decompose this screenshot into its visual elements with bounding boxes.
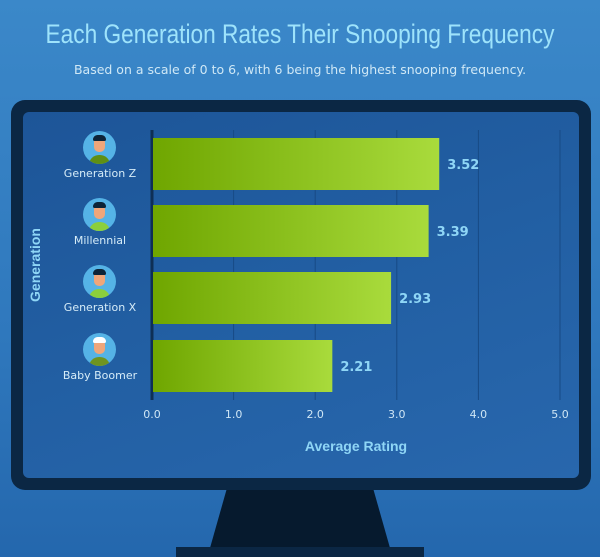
data-label: 2.93 [399, 292, 431, 307]
x-axis-title: Average Rating [305, 438, 407, 454]
data-label: 3.39 [437, 225, 469, 240]
data-label: 3.52 [447, 158, 479, 173]
avatar-millennial-icon [83, 198, 116, 231]
bar [153, 138, 440, 190]
x-tick-label: 5.0 [551, 408, 569, 421]
category-label: Millennial [73, 234, 127, 247]
avatar-gen-x-icon [83, 265, 116, 298]
avatar-baby-boomer-icon [83, 333, 116, 366]
x-tick-label: 1.0 [225, 408, 243, 421]
bar [153, 272, 392, 324]
chart-subtitle: Based on a scale of 0 to 6, with 6 being… [73, 62, 527, 77]
monitor-base [176, 547, 424, 557]
x-tick-label: 2.0 [306, 408, 324, 421]
chart-title: Each Generation Rates Their Snooping Fre… [45, 19, 555, 49]
monitor-neck [210, 488, 390, 548]
y-axis-title: Generation [27, 228, 43, 302]
category-label: Generation X [63, 301, 137, 314]
category-label: Baby Boomer [62, 369, 138, 382]
category-label: Generation Z [63, 167, 137, 180]
bar [153, 205, 429, 257]
avatar-gen-z-icon [83, 131, 116, 164]
bar [153, 340, 333, 392]
x-tick-label: 4.0 [470, 408, 488, 421]
data-label: 2.21 [340, 360, 372, 375]
x-tick-label: 0.0 [143, 408, 161, 421]
x-tick-label: 3.0 [388, 408, 406, 421]
